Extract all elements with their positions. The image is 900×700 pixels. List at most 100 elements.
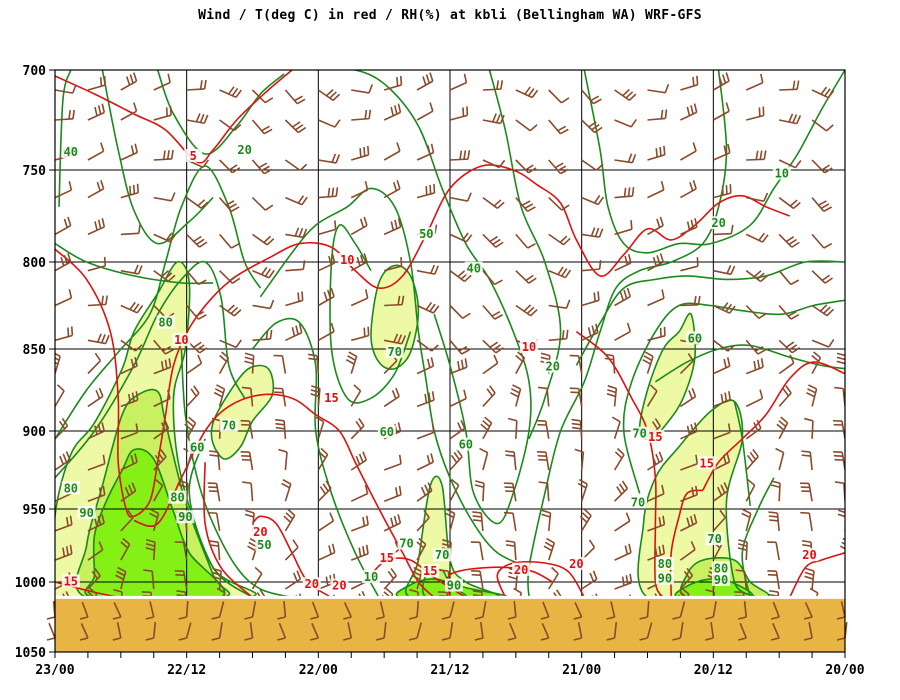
wind-barb bbox=[209, 540, 221, 561]
wind-barb bbox=[482, 385, 496, 407]
wind-barb bbox=[471, 570, 484, 590]
wind-barb bbox=[746, 150, 767, 161]
wind-barb bbox=[120, 72, 138, 91]
wind-barb bbox=[767, 569, 780, 590]
wind-barb bbox=[548, 329, 569, 342]
wind-barb bbox=[614, 322, 632, 341]
wind-barb bbox=[383, 179, 401, 199]
wind-barb bbox=[307, 353, 320, 374]
wind-barb bbox=[343, 622, 353, 641]
wind-barb bbox=[449, 232, 473, 243]
wind-barb bbox=[208, 450, 221, 471]
x-tick-label: 20/12 bbox=[694, 663, 733, 678]
rh-contour-label: 60 bbox=[190, 441, 204, 455]
wind-barb bbox=[482, 113, 505, 125]
wind-barb bbox=[647, 484, 665, 502]
rh-contour-label: 20 bbox=[545, 360, 559, 374]
x-tick-label: 23/00 bbox=[35, 663, 74, 678]
rh-contour-label: 70 bbox=[222, 419, 236, 433]
wind-barb bbox=[574, 448, 585, 471]
wind-barb bbox=[383, 103, 402, 121]
rh-contour-label: 70 bbox=[631, 495, 645, 509]
wind-barb bbox=[611, 416, 621, 440]
wind-barb bbox=[242, 481, 254, 502]
wind-barb bbox=[350, 515, 369, 532]
wind-barb bbox=[186, 385, 200, 407]
wind-barb bbox=[284, 119, 307, 134]
wind-barb bbox=[646, 384, 658, 407]
wind-barb bbox=[207, 511, 221, 532]
y-tick-label: 1000 bbox=[15, 576, 46, 591]
wind-barb bbox=[383, 454, 402, 471]
wind-barb bbox=[55, 326, 74, 342]
wind-barb bbox=[55, 181, 73, 199]
wind-barb bbox=[581, 159, 604, 171]
wind-barb bbox=[778, 304, 800, 320]
wind-barb bbox=[153, 339, 174, 355]
wind-barb bbox=[120, 423, 139, 440]
wind-barb bbox=[408, 622, 422, 641]
wind-barb bbox=[153, 106, 172, 121]
wind-barb bbox=[540, 623, 550, 641]
wind-barb bbox=[112, 602, 122, 620]
wind-barb bbox=[383, 75, 403, 91]
wind-barb bbox=[416, 143, 435, 161]
rh-contour-label: 80 bbox=[158, 316, 172, 330]
wind-barb bbox=[811, 119, 834, 132]
wind-barb bbox=[350, 181, 369, 199]
wind-barb bbox=[186, 79, 207, 91]
wind-barb bbox=[737, 539, 748, 561]
rh-contour-label: 40 bbox=[466, 262, 480, 276]
wind-barb bbox=[776, 416, 789, 440]
x-tick-label: 21/12 bbox=[430, 663, 469, 678]
wind-barb bbox=[120, 183, 139, 199]
wind-barb bbox=[474, 622, 484, 641]
rh-contour-label: 70 bbox=[632, 427, 646, 441]
wind-barb bbox=[775, 447, 785, 471]
wind-barb bbox=[318, 220, 337, 236]
wind-barb bbox=[350, 451, 368, 471]
temperature-contour-label: 20 bbox=[305, 577, 319, 591]
wind-barb bbox=[219, 339, 242, 349]
wind-barb bbox=[778, 196, 801, 210]
wind-barb bbox=[548, 89, 570, 104]
wind-barb bbox=[745, 270, 768, 283]
wind-barb bbox=[79, 601, 89, 620]
wind-barb bbox=[738, 622, 747, 641]
wind-barb bbox=[538, 386, 550, 407]
wind-barb bbox=[350, 289, 369, 307]
wind-barb bbox=[120, 301, 144, 314]
wind-barb bbox=[745, 304, 767, 320]
wind-barb bbox=[351, 109, 372, 121]
wind-barb bbox=[844, 305, 845, 307]
temperature-contour-label: 20 bbox=[802, 548, 816, 562]
wind-barb bbox=[251, 197, 274, 211]
wind-barb bbox=[614, 480, 629, 502]
wind-barb bbox=[647, 253, 664, 272]
wind-barb bbox=[712, 509, 726, 532]
wind-barb bbox=[804, 567, 815, 590]
wind-barb bbox=[153, 419, 170, 440]
wind-barb bbox=[449, 478, 460, 502]
wind-barb bbox=[318, 187, 339, 199]
wind-barb bbox=[416, 339, 439, 352]
wind-barb bbox=[745, 73, 764, 91]
wind-barb bbox=[244, 352, 255, 374]
wind-barb bbox=[482, 196, 505, 209]
wind-barb bbox=[639, 600, 650, 620]
wind-barb bbox=[275, 418, 287, 439]
wind-barb bbox=[482, 354, 499, 375]
wind-barb bbox=[482, 233, 504, 248]
wind-barb bbox=[375, 622, 387, 641]
wind-barb bbox=[351, 84, 373, 94]
wind-barb bbox=[482, 80, 504, 91]
wind-barb bbox=[186, 196, 209, 209]
wind-barb bbox=[219, 270, 241, 284]
wind-barb bbox=[218, 233, 240, 249]
x-tick-label: 22/12 bbox=[167, 663, 206, 678]
wind-barb bbox=[273, 387, 287, 407]
wind-barb bbox=[844, 587, 845, 589]
wind-barb bbox=[252, 329, 273, 342]
wind-barb bbox=[581, 119, 603, 134]
wind-barb bbox=[770, 601, 780, 620]
